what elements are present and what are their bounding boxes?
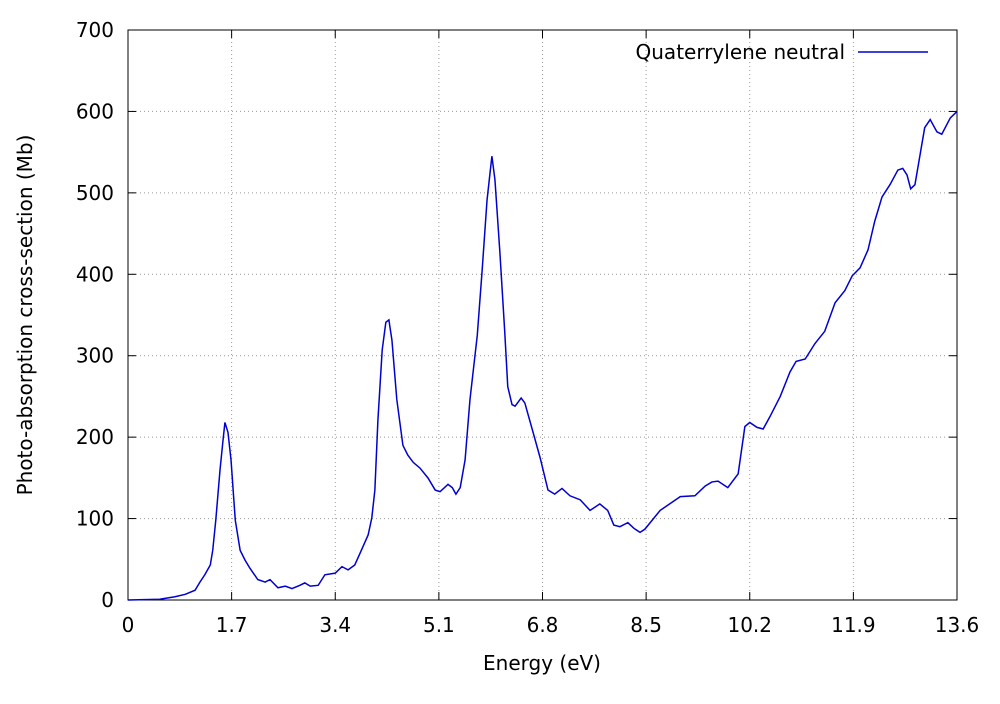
y-tick-label: 200 [76, 425, 114, 449]
y-tick-label: 600 [76, 99, 114, 123]
x-tick-label: 0 [122, 613, 135, 637]
y-tick-label: 700 [76, 18, 114, 42]
y-tick-label: 0 [101, 588, 114, 612]
x-tick-label: 13.6 [935, 613, 980, 637]
y-tick-label: 500 [76, 181, 114, 205]
y-tick-label: 300 [76, 344, 114, 368]
x-tick-label: 11.9 [831, 613, 876, 637]
y-tick-label: 100 [76, 507, 114, 531]
x-tick-label: 6.8 [527, 613, 559, 637]
y-axis-label: Photo-absorption cross-section (Mb) [13, 135, 37, 496]
x-tick-label: 3.4 [319, 613, 351, 637]
legend-label: Quaterrylene neutral [636, 40, 845, 64]
x-tick-label: 8.5 [630, 613, 662, 637]
x-tick-label: 5.1 [423, 613, 455, 637]
x-tick-label: 10.2 [727, 613, 772, 637]
x-axis-label: Energy (eV) [483, 651, 601, 675]
x-tick-label: 1.7 [216, 613, 248, 637]
plot-frame [127, 29, 958, 601]
y-tick-label: 400 [76, 262, 114, 286]
data-line [127, 110, 958, 601]
